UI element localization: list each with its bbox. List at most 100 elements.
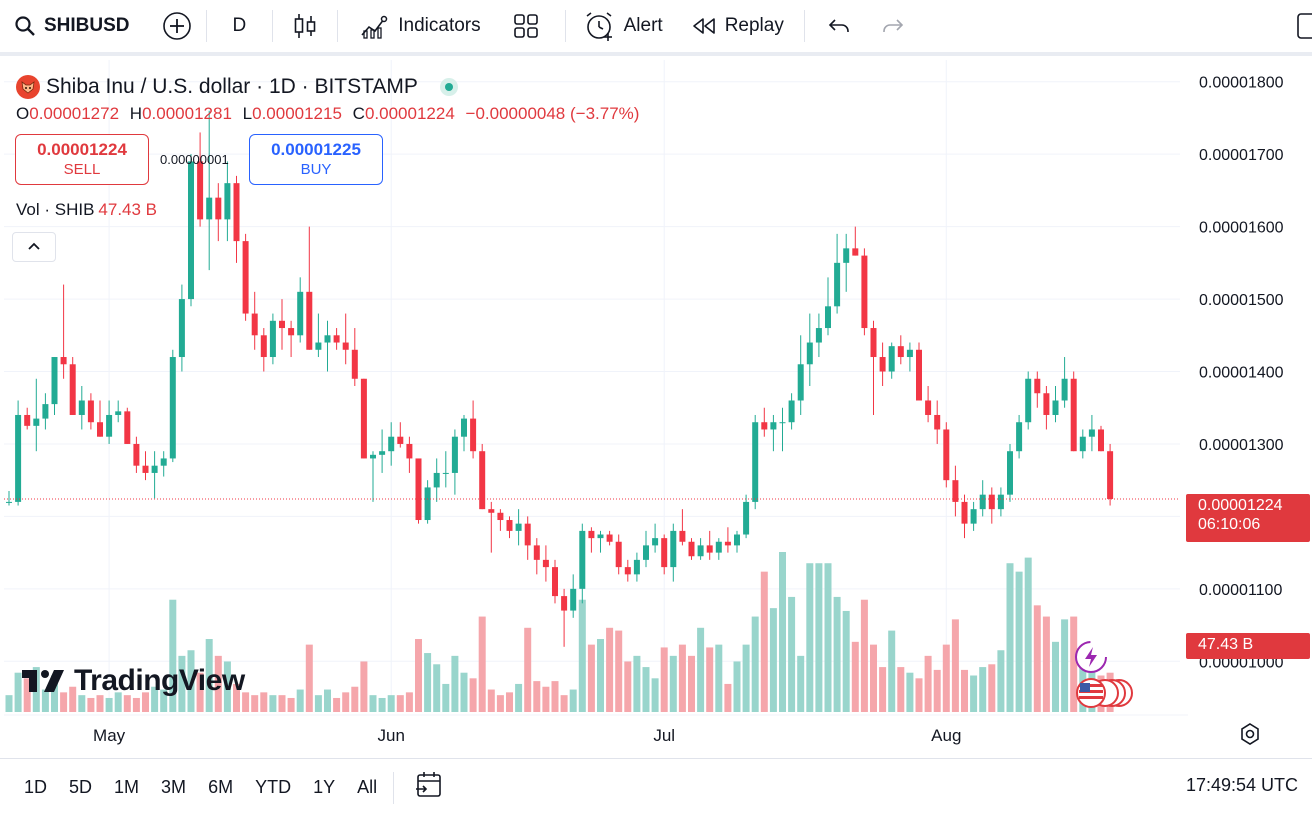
chart-pane[interactable]: 0.000010000.000011000.000012000.00001300… (4, 60, 1312, 754)
volume-bar (870, 644, 877, 712)
volume-bar (69, 686, 77, 712)
candle-body (160, 458, 167, 466)
candle-body (1107, 451, 1114, 500)
volume-bar (433, 664, 441, 712)
volume-bar (951, 619, 959, 712)
volume-bar (551, 681, 559, 712)
volume-bar (997, 650, 1005, 712)
candle-body (6, 501, 12, 503)
candle-body (734, 534, 740, 546)
undo-button[interactable] (809, 0, 869, 54)
volume-bar (278, 695, 286, 712)
candles-icon (293, 12, 317, 40)
volume-bar (78, 695, 86, 712)
close-value: 0.00001224 (364, 104, 455, 123)
fullscreen-button[interactable] (1286, 0, 1312, 54)
lightning-button[interactable] (1074, 640, 1108, 679)
candle-body (916, 349, 922, 401)
volume-bar (5, 695, 13, 712)
interval-button[interactable]: D (211, 0, 269, 54)
tradingview-logo[interactable]: TradingView (20, 664, 245, 698)
volume-bar (633, 655, 641, 712)
candle-body (360, 378, 367, 459)
tradingview-logo-text: TradingView (74, 664, 245, 697)
buy-button[interactable]: 0.00001225 BUY (249, 134, 383, 185)
range-button-1y[interactable]: 1Y (313, 777, 336, 797)
toolbar-divider (205, 10, 207, 42)
candle-body (215, 197, 222, 220)
volume-legend-label: Vol · SHIB (16, 200, 95, 219)
sell-button[interactable]: 0.00001224 SELL (15, 134, 149, 185)
candle-body (579, 530, 586, 589)
symbol-search-button[interactable]: SHIBUSD (0, 0, 140, 54)
volume-bar (478, 616, 486, 712)
range-button-6m[interactable]: 6M (208, 777, 234, 797)
volume-bar (269, 695, 277, 712)
indicators-button[interactable]: Indicators (342, 0, 490, 54)
price-chart[interactable]: 0.000010000.000011000.000012000.00001300… (4, 60, 1312, 754)
layouts-button[interactable] (491, 0, 561, 54)
compare-symbol-button[interactable] (152, 0, 202, 54)
alert-button[interactable]: Alert (570, 0, 673, 54)
candle-body (661, 538, 668, 568)
range-button-3m[interactable]: 3M (161, 777, 187, 797)
candle-body (33, 418, 40, 426)
candle-body (506, 520, 513, 531)
volume-bar (897, 667, 905, 712)
candle-body (60, 357, 67, 365)
candle-body (397, 436, 404, 444)
volume-bar (1006, 563, 1014, 712)
volume-bar (496, 695, 504, 712)
replay-label: Replay (724, 15, 784, 36)
indicators-label: Indicators (398, 15, 481, 36)
volume-bar (733, 661, 741, 712)
candle-body (533, 545, 540, 560)
range-button-5d[interactable]: 5D (69, 777, 93, 797)
chart-type-button[interactable] (277, 0, 333, 54)
candle-body (169, 357, 176, 459)
utc-clock[interactable]: 17:49:54 UTC (1185, 775, 1298, 795)
toolbar-divider (564, 10, 566, 42)
candle-body (897, 346, 904, 358)
x-tick-label: May (93, 726, 126, 745)
candle-body (706, 545, 713, 553)
candle-body (779, 422, 786, 424)
volume-bar (806, 563, 814, 712)
range-button-all[interactable]: All (357, 777, 378, 797)
candle-body (415, 458, 422, 521)
volume-bar (933, 669, 941, 712)
volume-bar (251, 695, 259, 712)
volume-bar (324, 689, 331, 712)
close-key: C (352, 104, 365, 123)
volume-bar (105, 697, 113, 712)
spread-value: 0.00000001 (160, 152, 229, 167)
toolbar-divider (393, 771, 395, 804)
volume-value-tag: 47.43 B (1186, 633, 1310, 659)
volume-bar (760, 571, 768, 712)
range-button-ytd[interactable]: YTD (255, 777, 292, 797)
volume-bar (751, 616, 759, 712)
range-button-1d[interactable]: 1D (24, 777, 48, 797)
goto-date-button[interactable] (414, 770, 444, 805)
volume-bar (1070, 616, 1078, 712)
candle-body (606, 534, 613, 542)
top-toolbar: SHIBUSD D Indicators (0, 0, 1312, 56)
events-button[interactable] (1074, 676, 1136, 715)
range-button-1m[interactable]: 1M (114, 777, 140, 797)
candle-body (570, 588, 577, 611)
replay-button[interactable]: Replay (673, 0, 794, 54)
volume-bar (669, 655, 677, 712)
candle-body (552, 567, 558, 597)
volume-bar (624, 661, 632, 712)
candle-body (934, 414, 941, 430)
collapse-legend-button[interactable] (12, 232, 56, 262)
volume-bar (87, 697, 95, 712)
chart-settings-button[interactable] (1238, 722, 1262, 751)
volume-bar (296, 689, 304, 712)
redo-button[interactable] (869, 0, 917, 54)
candle-body (260, 335, 267, 358)
volume-bar (915, 678, 923, 712)
x-tick-label: Jun (377, 726, 404, 745)
volume-bar (1033, 605, 1041, 712)
candle-body (42, 404, 49, 419)
